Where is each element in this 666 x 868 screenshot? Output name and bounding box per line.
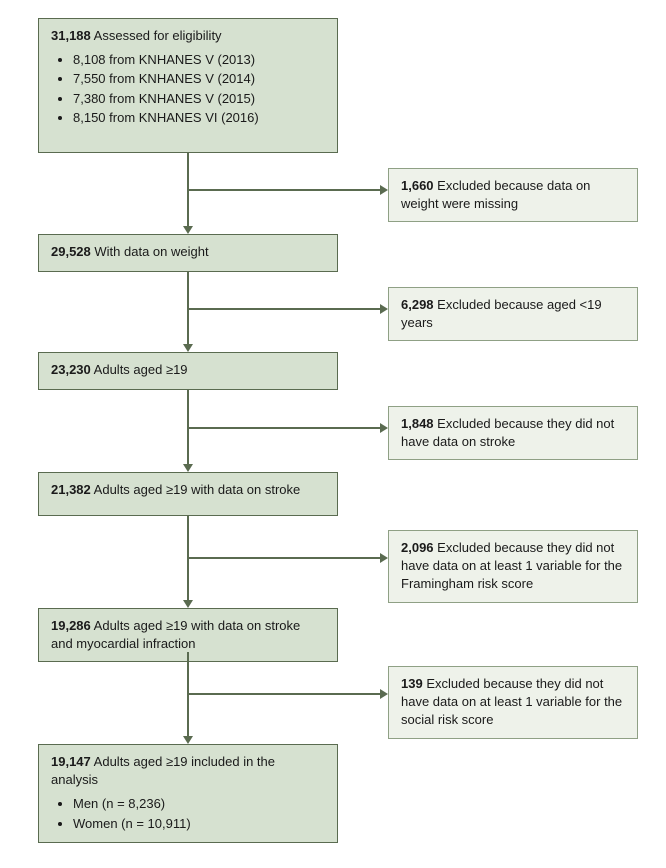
list-item: 7,380 from KNHANES V (2015) xyxy=(73,90,325,108)
box-lead-label: Adults aged ≥19 with data on stroke xyxy=(94,482,301,497)
box-lead-text: 139 Excluded because they did not have d… xyxy=(401,675,625,730)
box-lead-text: 19,147 Adults aged ≥19 included in the a… xyxy=(51,753,325,789)
arrowhead-right-icon xyxy=(380,553,388,563)
arrow-horizontal xyxy=(188,693,382,695)
flow-box-s4: 2,096 Excluded because they did not have… xyxy=(388,530,638,603)
box-lead-number: 1,848 xyxy=(401,416,434,431)
arrow-vertical xyxy=(187,652,189,738)
flow-box-b1: 31,188 Assessed for eligibility 8,108 fro… xyxy=(38,18,338,153)
arrow-horizontal xyxy=(188,189,382,191)
flow-box-s2: 6,298 Excluded because aged <19 years xyxy=(388,287,638,341)
flow-box-s5: 139 Excluded because they did not have d… xyxy=(388,666,638,739)
arrowhead-down-icon xyxy=(183,344,193,352)
box-lead-number: 1,660 xyxy=(401,178,434,193)
box-lead-number: 29,528 xyxy=(51,244,91,259)
arrow-horizontal xyxy=(188,427,382,429)
flow-box-s1: 1,660 Excluded because data on weight we… xyxy=(388,168,638,222)
box-lead-number: 21,382 xyxy=(51,482,91,497)
box-lead-text: 19,286 Adults aged ≥19 with data on stro… xyxy=(51,617,325,653)
box-lead-text: 2,096 Excluded because they did not have… xyxy=(401,539,625,594)
arrow-horizontal xyxy=(188,308,382,310)
flow-box-b2: 29,528 With data on weight xyxy=(38,234,338,272)
box-lead-number: 19,286 xyxy=(51,618,91,633)
box-lead-label: Assessed for eligibility xyxy=(94,28,222,43)
box-lead-text: 21,382 Adults aged ≥19 with data on stro… xyxy=(51,481,325,499)
arrowhead-right-icon xyxy=(380,423,388,433)
list-item: 8,150 from KNHANES VI (2016) xyxy=(73,109,325,127)
arrowhead-down-icon xyxy=(183,736,193,744)
list-item: Women (n = 10,911) xyxy=(73,815,325,833)
flow-box-b3: 23,230 Adults aged ≥19 xyxy=(38,352,338,390)
box-lead-text: 29,528 With data on weight xyxy=(51,243,325,261)
box-lead-number: 31,188 xyxy=(51,28,91,43)
arrowhead-down-icon xyxy=(183,600,193,608)
flow-box-b6: 19,147 Adults aged ≥19 included in the a… xyxy=(38,744,338,843)
arrowhead-right-icon xyxy=(380,185,388,195)
arrowhead-right-icon xyxy=(380,689,388,699)
box-lead-text: 31,188 Assessed for eligibility xyxy=(51,27,325,45)
list-item: Men (n = 8,236) xyxy=(73,795,325,813)
arrow-vertical xyxy=(187,516,189,602)
arrowhead-down-icon xyxy=(183,226,193,234)
box-lead-label: Excluded because they did not have data … xyxy=(401,676,622,727)
box-lead-number: 19,147 xyxy=(51,754,91,769)
arrow-horizontal xyxy=(188,557,382,559)
box-item-list: Men (n = 8,236) Women (n = 10,911) xyxy=(51,795,325,832)
box-lead-text: 23,230 Adults aged ≥19 xyxy=(51,361,325,379)
box-lead-number: 6,298 xyxy=(401,297,434,312)
box-lead-label: With data on weight xyxy=(94,244,208,259)
box-lead-number: 2,096 xyxy=(401,540,434,555)
list-item: 8,108 from KNHANES V (2013) xyxy=(73,51,325,69)
list-item: 7,550 from KNHANES V (2014) xyxy=(73,70,325,88)
box-lead-number: 23,230 xyxy=(51,362,91,377)
flow-box-b4: 21,382 Adults aged ≥19 with data on stro… xyxy=(38,472,338,516)
box-lead-label: Excluded because they did not have data … xyxy=(401,540,622,591)
box-lead-text: 1,848 Excluded because they did not have… xyxy=(401,415,625,451)
flowchart-canvas: 31,188 Assessed for eligibility 8,108 fro… xyxy=(18,18,648,850)
box-lead-text: 1,660 Excluded because data on weight we… xyxy=(401,177,625,213)
box-lead-text: 6,298 Excluded because aged <19 years xyxy=(401,296,625,332)
arrowhead-down-icon xyxy=(183,464,193,472)
flow-box-s3: 1,848 Excluded because they did not have… xyxy=(388,406,638,460)
box-lead-label: Adults aged ≥19 xyxy=(94,362,188,377)
box-item-list: 8,108 from KNHANES V (2013)7,550 from KN… xyxy=(51,51,325,127)
box-lead-number: 139 xyxy=(401,676,423,691)
arrowhead-right-icon xyxy=(380,304,388,314)
